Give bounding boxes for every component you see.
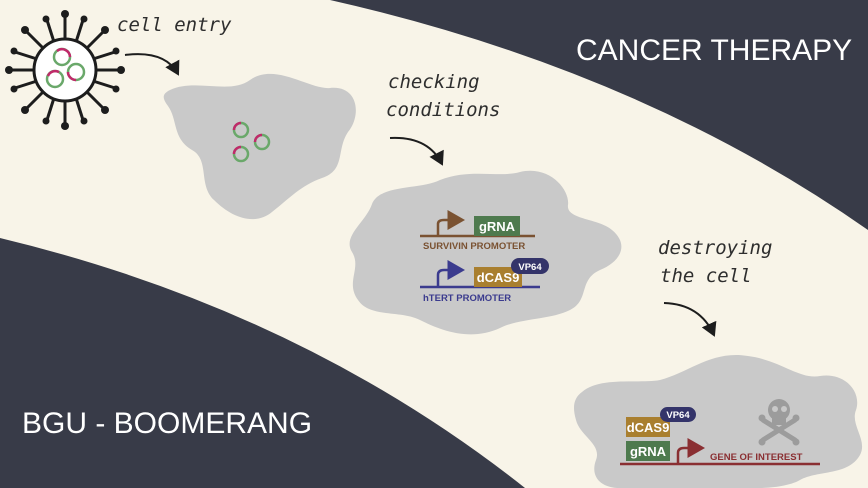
grna-box xyxy=(626,441,670,461)
dcas9-box xyxy=(474,267,522,287)
virus-icon xyxy=(5,10,125,130)
vp64-badge xyxy=(511,258,549,274)
arrow-destroying xyxy=(663,302,717,337)
plasmid-icon xyxy=(232,121,271,163)
arrow-checking xyxy=(389,136,444,166)
promoter-arrow-icon xyxy=(676,438,705,464)
promoter-arrow-icon xyxy=(436,210,465,236)
cell-checking xyxy=(349,170,622,335)
grna-label: gRNA xyxy=(630,444,667,459)
vp64-label: VP64 xyxy=(518,262,542,273)
step-cell-entry: cell entry xyxy=(117,14,232,36)
arrow-entry xyxy=(124,53,180,76)
grna-box xyxy=(474,216,520,236)
grna-construct: gRNA SURVIVIN PROMOTER xyxy=(420,210,535,252)
gene-of-interest-label: GENE OF INTEREST xyxy=(710,452,803,463)
step-conditions: conditions xyxy=(386,99,500,121)
headline-cancer-therapy: CANCER THERAPY xyxy=(576,34,852,67)
vp64-badge xyxy=(660,407,696,422)
survivin-promoter-label: SURVIVIN PROMOTER xyxy=(423,241,525,252)
skull-crossbones-icon xyxy=(758,399,800,446)
promoter-arrow-icon xyxy=(436,260,465,287)
htert-promoter-label: hTERT PROMOTER xyxy=(423,293,511,304)
headline-bgu-boomerang: BGU - BOOMERANG xyxy=(22,407,312,440)
dcas9-label: dCAS9 xyxy=(627,420,670,435)
step-checking: checking xyxy=(388,71,480,93)
dcas9-construct: dCAS9 VP64 hTERT PROMOTER xyxy=(420,258,549,304)
vp64-label: VP64 xyxy=(666,410,690,421)
grna-label: gRNA xyxy=(479,219,516,234)
cell-entry xyxy=(163,73,356,220)
gene-construct: dCAS9 VP64 gRNA GENE OF INTEREST xyxy=(620,407,820,466)
top-right-dark-band xyxy=(330,0,868,230)
dcas9-label: dCAS9 xyxy=(477,270,520,285)
step-the-cell: the cell xyxy=(660,265,752,287)
bottom-left-dark-band xyxy=(0,238,525,488)
dcas9-box xyxy=(626,417,670,437)
cell-destroying xyxy=(574,354,863,488)
step-destroying: destroying xyxy=(658,237,772,259)
